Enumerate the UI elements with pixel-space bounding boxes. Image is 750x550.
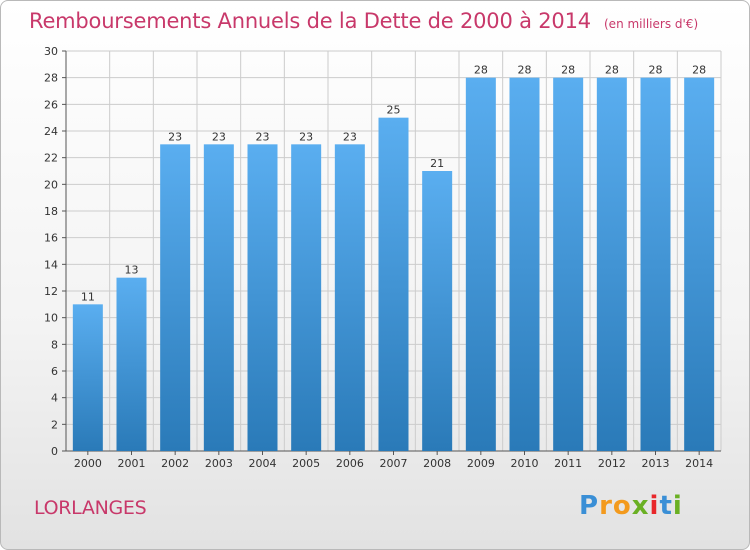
y-tick-label: 14: [44, 258, 58, 271]
bar-value-label: 11: [81, 290, 95, 303]
bar-value-label: 28: [605, 64, 619, 77]
bars: [72, 77, 715, 452]
y-tick-label: 2: [51, 418, 58, 431]
bar-value-label: 28: [692, 64, 706, 77]
y-tick-label: 30: [44, 45, 58, 58]
bar-2012: [596, 77, 627, 452]
bar-2013: [640, 77, 671, 452]
bar-value-label: 28: [649, 64, 663, 77]
bar-2008: [422, 171, 453, 451]
y-tick-label: 20: [44, 178, 58, 191]
x-tick-label: 2007: [380, 457, 408, 470]
x-tick-label: 2014: [685, 457, 713, 470]
y-tick-label: 18: [44, 205, 58, 218]
y-tick-label: 10: [44, 312, 58, 325]
logo-letter: P: [579, 491, 600, 521]
bar-value-label: 28: [474, 64, 488, 77]
bar-2007: [378, 117, 409, 452]
y-tick-label: 4: [51, 392, 58, 405]
logo-letter: r: [599, 491, 613, 521]
bar-value-label: 21: [430, 157, 444, 170]
x-tick-label: 2005: [292, 457, 320, 470]
y-tick-label: 24: [44, 125, 58, 138]
bar-2010: [509, 77, 540, 452]
x-tick-label: 2003: [205, 457, 233, 470]
logo-letter: t: [659, 491, 673, 521]
bar-value-label: 23: [343, 130, 357, 143]
y-tick-label: 8: [51, 338, 58, 351]
bar-value-label: 23: [168, 130, 182, 143]
y-tick-label: 16: [44, 232, 58, 245]
bar-2014: [684, 77, 715, 452]
y-tick-label: 0: [51, 445, 58, 458]
chart-subtitle: (en milliers d'€): [604, 17, 699, 31]
bar-2000: [72, 304, 103, 451]
bar-2006: [334, 144, 365, 452]
bar-2011: [553, 77, 584, 452]
bar-value-label: 13: [125, 264, 139, 277]
bar-2005: [291, 144, 322, 452]
bar-value-label: 23: [212, 130, 226, 143]
x-tick-label: 2006: [336, 457, 364, 470]
bar-value-label: 28: [518, 64, 532, 77]
bar-2003: [203, 144, 234, 452]
x-tick-label: 2011: [554, 457, 582, 470]
x-tick-label: 2010: [511, 457, 539, 470]
x-tick-label: 2008: [423, 457, 451, 470]
x-tick-label: 2013: [642, 457, 670, 470]
bar-value-label: 28: [561, 64, 575, 77]
bar-2004: [247, 144, 278, 452]
x-tick-label: 2002: [161, 457, 189, 470]
y-tick-label: 28: [44, 72, 58, 85]
x-tick-label: 2000: [74, 457, 102, 470]
bar-value-label: 25: [387, 104, 401, 117]
bar-2009: [465, 77, 496, 452]
y-tick-label: 26: [44, 98, 58, 111]
x-tick-label: 2001: [118, 457, 146, 470]
labels: 0246810121416182022242628301120001320012…: [44, 45, 713, 470]
bar-value-label: 23: [256, 130, 270, 143]
bar-value-label: 23: [299, 130, 313, 143]
bar-2001: [116, 277, 147, 451]
x-tick-label: 2009: [467, 457, 495, 470]
y-tick-label: 12: [44, 285, 58, 298]
proxiti-logo: Proxiti: [579, 491, 683, 521]
logo-letter: i: [672, 491, 683, 521]
logo-letter: o: [612, 491, 632, 521]
title-block: Remboursements Annuels de la Dette de 20…: [29, 9, 698, 33]
chart-title: Remboursements Annuels de la Dette de 20…: [29, 9, 591, 33]
logo-letter: x: [631, 491, 650, 521]
x-tick-label: 2004: [249, 457, 277, 470]
logo-letter: i: [649, 491, 660, 521]
y-tick-label: 6: [51, 365, 58, 378]
bar-2002: [160, 144, 191, 452]
x-tick-label: 2012: [598, 457, 626, 470]
y-tick-label: 22: [44, 152, 58, 165]
commune-name: LORLANGES: [34, 497, 147, 519]
